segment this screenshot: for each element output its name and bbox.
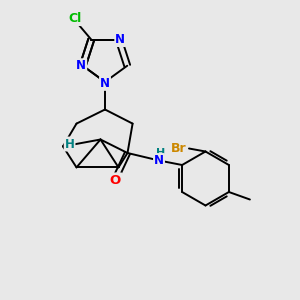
Text: N: N [76, 59, 86, 72]
Text: H: H [157, 148, 166, 158]
Text: Br: Br [171, 142, 186, 155]
Text: Cl: Cl [68, 12, 81, 25]
Text: O: O [110, 173, 121, 187]
Text: N: N [154, 154, 164, 167]
Text: H: H [65, 137, 74, 151]
Text: N: N [100, 77, 110, 90]
Text: N: N [115, 33, 125, 46]
